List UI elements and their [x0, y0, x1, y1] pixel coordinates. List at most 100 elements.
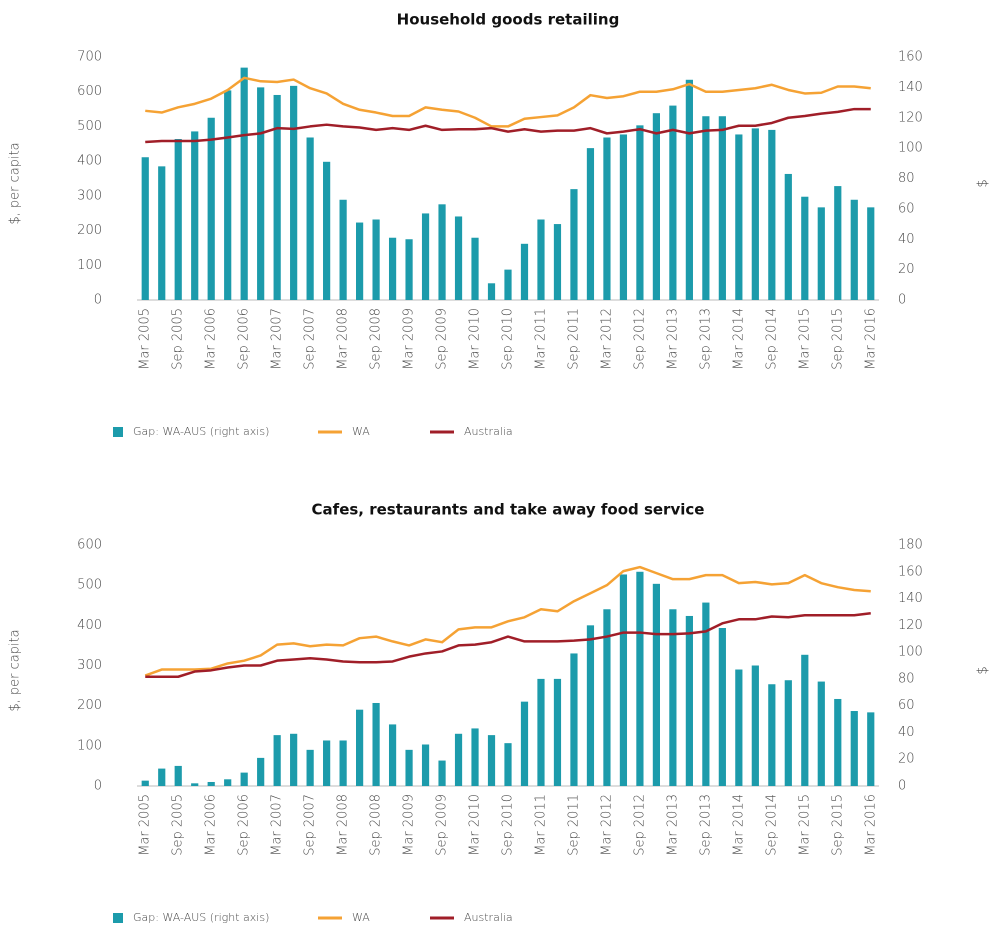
bar — [174, 765, 182, 786]
x-tick-label: Mar 2005 — [138, 308, 153, 370]
bar — [405, 749, 413, 786]
bar — [158, 166, 166, 300]
x-tick-label: Mar 2008 — [336, 794, 351, 856]
bar — [290, 85, 298, 300]
bar — [339, 740, 347, 786]
bar — [388, 237, 397, 300]
bar — [768, 684, 776, 786]
bar — [834, 698, 842, 786]
y2-tick-label: 180 — [898, 538, 923, 553]
y-axis-title: $, per capita — [8, 142, 23, 224]
bar — [224, 90, 232, 300]
y-tick-label: 500 — [77, 578, 102, 593]
x-tick-label: Mar 2006 — [204, 308, 219, 370]
bar — [652, 583, 660, 786]
y2-tick-label: 40 — [898, 725, 915, 740]
y-axis-title: $, per capita — [8, 629, 23, 711]
x-tick-label: Mar 2007 — [270, 794, 285, 856]
bar — [207, 781, 215, 786]
bar — [224, 779, 232, 786]
x-tick-label: Sep 2010 — [501, 794, 516, 856]
y2-tick-label: 100 — [898, 645, 923, 660]
bar — [372, 219, 380, 300]
bar — [784, 680, 792, 786]
y2-tick-label: 40 — [898, 232, 915, 247]
line — [145, 76, 871, 128]
bar — [323, 161, 331, 300]
bar — [273, 735, 281, 786]
x-tick-label: Mar 2009 — [402, 794, 417, 856]
bar — [718, 116, 726, 300]
y2-tick-label: 0 — [898, 779, 906, 794]
x-tick-label: Mar 2006 — [204, 794, 219, 856]
bar — [718, 628, 726, 786]
bar — [191, 131, 199, 300]
x-tick-label: Sep 2014 — [764, 794, 779, 856]
bar — [553, 678, 562, 786]
y-tick-label: 700 — [77, 50, 102, 65]
bar — [751, 665, 759, 786]
y2-tick-label: 60 — [898, 201, 915, 216]
x-tick-label: Sep 2015 — [830, 794, 845, 856]
x-tick-label: Mar 2012 — [599, 308, 614, 370]
bar — [356, 222, 364, 300]
legend-swatch — [113, 913, 123, 923]
bar — [586, 148, 595, 300]
y-tick-label: 200 — [77, 698, 102, 713]
y2-tick-label: 140 — [898, 591, 923, 606]
bar — [537, 219, 545, 300]
legend-label: WA — [352, 425, 370, 438]
bar — [487, 735, 496, 786]
x-tick-label: Mar 2014 — [731, 794, 746, 856]
bar — [158, 768, 166, 786]
bar — [570, 189, 578, 300]
y2-tick-label: 0 — [898, 293, 906, 308]
y-tick-label: 500 — [77, 119, 102, 134]
x-tick-label: Mar 2013 — [665, 794, 680, 856]
bar — [438, 204, 446, 300]
bar — [438, 760, 446, 786]
bar — [834, 186, 842, 300]
bar — [323, 740, 331, 786]
bar — [174, 139, 182, 300]
x-tick-label: Mar 2010 — [468, 794, 483, 856]
y-tick-label: 400 — [77, 154, 102, 169]
legend-label: Australia — [464, 425, 513, 438]
bar — [191, 783, 199, 786]
y-tick-label: 600 — [77, 84, 102, 99]
x-tick-label: Sep 2012 — [632, 794, 647, 856]
y-tick-label: 100 — [77, 258, 102, 273]
y-tick-label: 300 — [77, 188, 102, 203]
bar — [372, 702, 380, 786]
bar — [702, 116, 710, 300]
y2-tick-label: 20 — [898, 752, 915, 767]
bar — [471, 237, 479, 300]
y-tick-label: 100 — [77, 738, 102, 753]
bar — [586, 625, 595, 786]
y2-tick-label: 100 — [898, 141, 923, 156]
x-tick-label: Mar 2016 — [863, 794, 878, 856]
x-tick-label: Sep 2007 — [303, 794, 318, 856]
line — [145, 612, 871, 678]
bar — [290, 733, 298, 786]
bar — [817, 681, 825, 786]
legend-label: Australia — [464, 911, 513, 924]
x-tick-label: Sep 2014 — [764, 308, 779, 370]
bar — [603, 609, 611, 786]
bar — [504, 269, 512, 300]
y2-tick-label: 60 — [898, 698, 915, 713]
x-tick-label: Mar 2015 — [797, 308, 812, 370]
bar — [619, 574, 628, 786]
x-tick-label: Sep 2005 — [171, 794, 186, 856]
bar — [619, 134, 628, 300]
bar — [603, 137, 611, 300]
y-tick-label: 300 — [77, 658, 102, 673]
bar — [685, 79, 693, 300]
bar — [735, 669, 743, 786]
y2-tick-label: 80 — [898, 171, 915, 186]
bar — [207, 117, 215, 300]
bar — [537, 678, 545, 786]
bar — [257, 757, 265, 786]
x-tick-label: Sep 2006 — [237, 308, 252, 370]
x-tick-label: Sep 2008 — [369, 794, 384, 856]
